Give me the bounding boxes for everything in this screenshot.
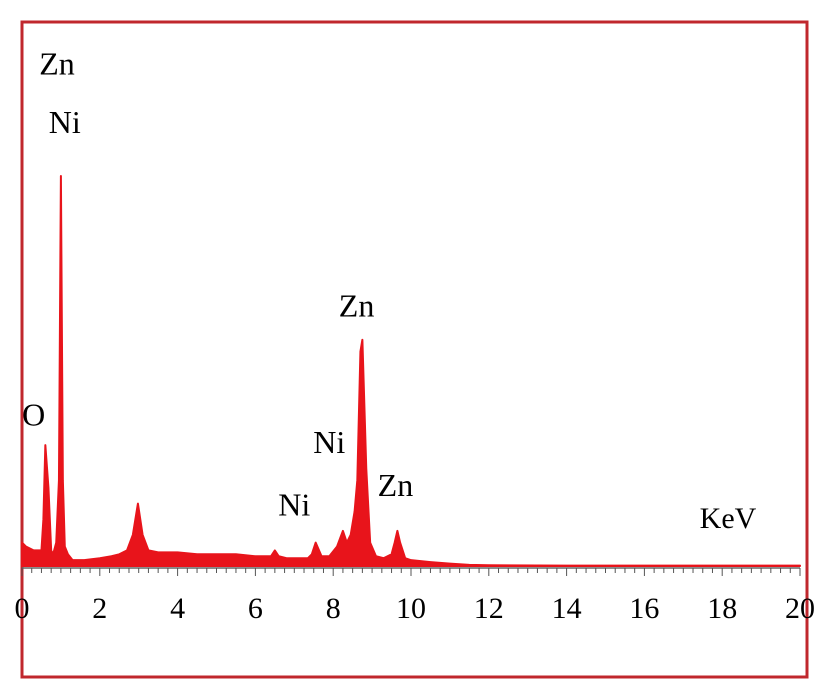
x-tick-label: 18: [707, 592, 737, 625]
x-tick-label: 20: [785, 592, 815, 625]
peak-label: Zn: [339, 287, 375, 323]
x-tick-label: 2: [92, 592, 107, 625]
x-tick-label: 4: [170, 592, 185, 625]
spectrum-area: [21, 175, 801, 567]
x-axis-tick-labels: 0 2 4 6 8 10 12 14 16 18 20: [15, 592, 816, 625]
x-tick-label: 16: [629, 592, 659, 625]
x-tick-label: 10: [396, 592, 426, 625]
x-tick-label: 12: [474, 592, 504, 625]
x-tick-label: 14: [552, 592, 582, 625]
peak-label: Ni: [49, 104, 81, 140]
plot-frame: [20, 20, 809, 679]
x-tick-label: 0: [15, 592, 30, 625]
peak-label: Zn: [39, 46, 75, 82]
peak-label: Ni: [313, 424, 345, 460]
peak-label: O: [22, 397, 45, 433]
x-tick-label: 8: [326, 592, 341, 625]
peak-label: Zn: [378, 467, 414, 503]
peak-label: Ni: [278, 486, 310, 522]
spectrum-series: [21, 175, 801, 567]
x-axis-unit-label: KeV: [700, 502, 757, 535]
x-axis-ticks: [21, 568, 801, 576]
x-tick-label: 6: [248, 592, 263, 625]
